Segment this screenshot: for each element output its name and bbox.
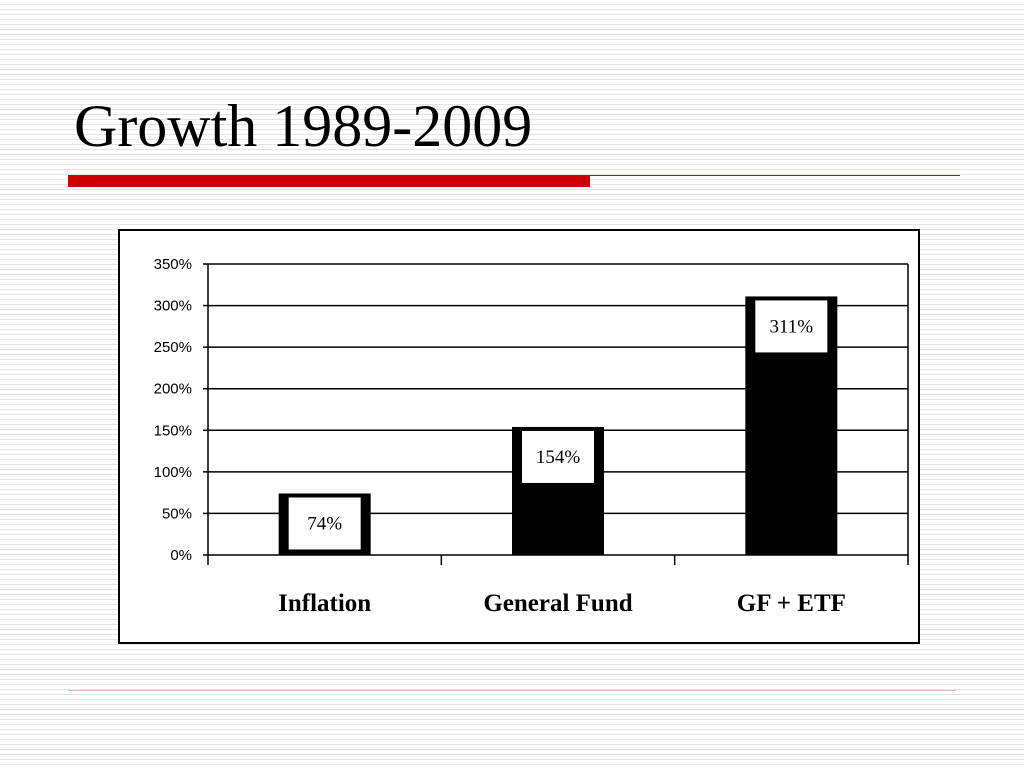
y-tick-label: 150% — [154, 422, 192, 439]
data-label: 74% — [307, 513, 342, 534]
data-label-box — [288, 497, 361, 550]
y-tick-label: 250% — [154, 339, 192, 356]
bars: 74% 154% 311% — [278, 296, 838, 555]
y-tick-label: 50% — [162, 505, 192, 522]
slide-title: Growth 1989-2009 — [74, 93, 533, 159]
y-tick-label: 300% — [154, 298, 192, 315]
category-labels: Inflation General Fund GF + ETF — [278, 590, 846, 617]
data-label: 154% — [536, 447, 581, 468]
category-label: Inflation — [278, 590, 371, 617]
category-label: GF + ETF — [737, 590, 846, 617]
y-tick-label: 0% — [170, 547, 192, 564]
y-tick-label: 350% — [154, 256, 192, 273]
y-tick-label: 100% — [154, 464, 192, 481]
data-label-box — [522, 430, 594, 483]
title-underline-thin — [590, 175, 960, 176]
data-label-box — [755, 300, 828, 353]
chart-frame: 0% 50% 100% 150% 200% 250% 300% 350% 74% 154% 311… — [118, 229, 920, 644]
y-tick-label: 200% — [154, 381, 192, 398]
y-tick-labels: 0% 50% 100% 150% 200% 250% 300% 350% — [154, 256, 192, 564]
title-underline-thick — [68, 175, 590, 187]
category-label: General Fund — [483, 590, 632, 617]
data-label: 311% — [770, 316, 814, 337]
growth-bar-chart: 0% 50% 100% 150% 200% 250% 300% 350% 74% 154% 311… — [154, 256, 909, 617]
footer-rule — [68, 690, 956, 691]
